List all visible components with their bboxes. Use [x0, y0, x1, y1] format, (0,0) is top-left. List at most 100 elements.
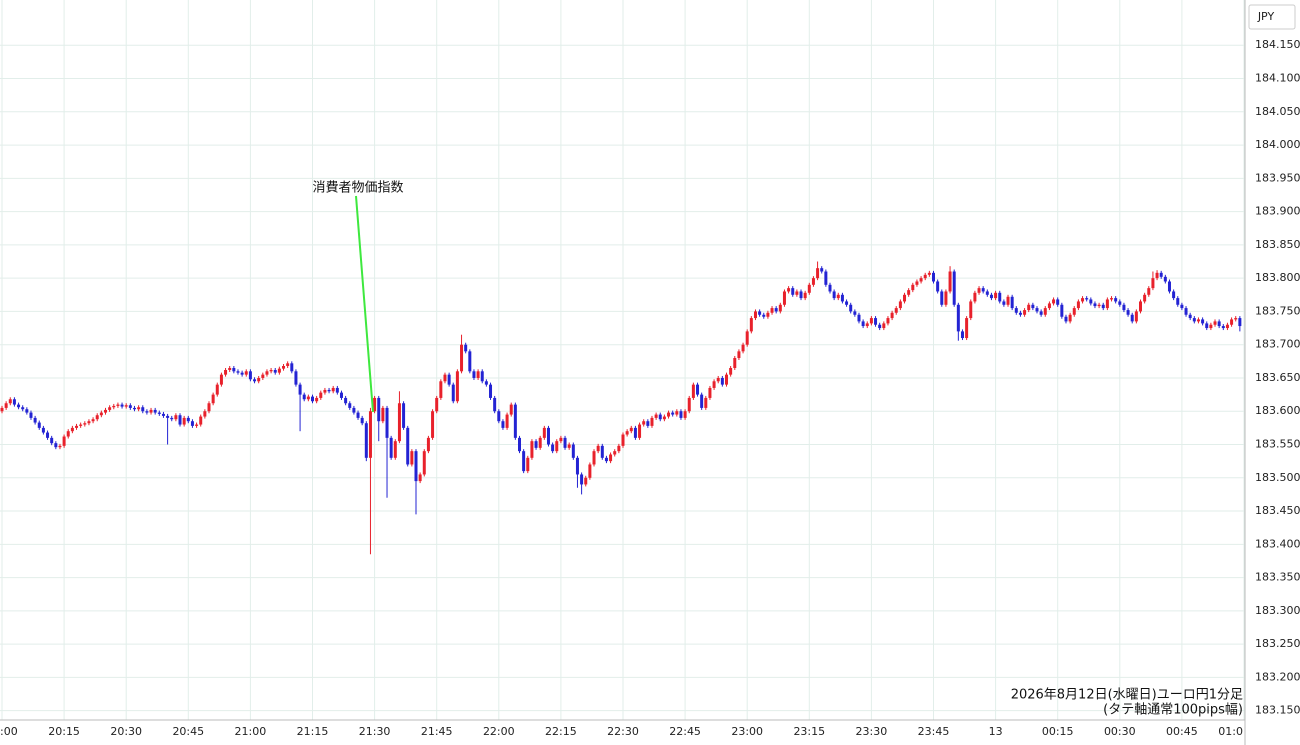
candle-body	[770, 308, 774, 313]
candle-body	[393, 441, 397, 458]
candle-body	[1105, 299, 1109, 309]
candle-body	[397, 403, 401, 442]
candle-body	[700, 394, 704, 408]
candle-body	[1060, 304, 1064, 317]
candle-body	[919, 278, 923, 282]
candle-body	[1134, 311, 1138, 322]
candle-body	[1192, 318, 1196, 322]
candle-body	[1097, 304, 1101, 307]
candle-body	[592, 451, 596, 465]
candle-body	[1143, 294, 1147, 302]
candle-body	[1018, 312, 1022, 315]
candle-body	[575, 457, 579, 475]
candle-body	[414, 451, 418, 482]
candle-body	[948, 271, 952, 292]
candle-body	[476, 371, 480, 378]
y-tick-label: 184.000	[1255, 138, 1300, 151]
candle-body	[998, 292, 1002, 302]
y-tick-label: 183.200	[1255, 670, 1300, 683]
y-tick-label: 183.400	[1255, 537, 1300, 550]
candle-body	[99, 412, 103, 416]
candle-body	[261, 374, 265, 378]
candle-body	[952, 271, 956, 305]
candle-body	[124, 405, 128, 407]
candle-body	[845, 301, 849, 305]
candle-body	[1209, 324, 1213, 329]
candle-body	[1172, 291, 1176, 299]
candle-body	[691, 384, 695, 398]
candle-body	[927, 272, 931, 275]
candle-body	[969, 301, 973, 319]
candle-body	[1110, 298, 1114, 300]
candle-body	[145, 411, 149, 413]
candle-body	[443, 374, 447, 382]
candle-body	[447, 374, 451, 385]
candle-body	[1139, 301, 1142, 312]
y-tick-label: 183.750	[1255, 304, 1300, 317]
candle-body	[17, 404, 21, 408]
candle-body	[762, 314, 766, 317]
y-tick-label: 183.800	[1255, 271, 1300, 284]
candle-body	[153, 409, 157, 413]
x-tick-label: 01:0	[1218, 725, 1243, 738]
candle-body	[989, 294, 993, 299]
candle-body	[985, 291, 989, 295]
candle-body	[559, 437, 563, 442]
candle-body	[157, 412, 161, 414]
candle-body	[1014, 308, 1018, 313]
candle-body	[1155, 272, 1159, 279]
candle-body	[195, 424, 199, 426]
candle-body	[795, 291, 799, 295]
candle-body	[161, 413, 165, 416]
candle-body	[675, 411, 679, 415]
candle-body	[1068, 314, 1072, 322]
axes: 183.150 183.200 183.250 183.300 183.350 183.4…	[0, 38, 1300, 738]
candle-body	[141, 407, 145, 412]
candle-body	[439, 381, 443, 398]
candle-body	[836, 294, 840, 299]
candle-body	[551, 444, 555, 452]
candle-body	[1010, 296, 1014, 309]
y-tick-label: 183.150	[1255, 704, 1300, 717]
candle-body	[377, 397, 381, 422]
candle-body	[1176, 298, 1180, 305]
x-tick-label: 21:15	[297, 725, 329, 738]
candle-body	[923, 274, 927, 279]
candle-body	[468, 351, 472, 372]
candle-body	[720, 377, 724, 385]
candle-body	[1039, 311, 1043, 315]
caption-line: (タテ軸通常100pips幅)	[1103, 703, 1243, 718]
candle-body	[733, 358, 737, 368]
candle-body	[418, 474, 422, 482]
candle-body	[87, 421, 91, 424]
y-tick-label: 183.850	[1255, 238, 1300, 251]
candle-body	[803, 292, 807, 299]
candle-body	[203, 411, 207, 417]
candle-body	[621, 434, 625, 446]
grid	[0, 0, 1245, 720]
candle-body	[518, 437, 521, 452]
candle-body	[199, 416, 203, 425]
candle-body	[782, 291, 786, 305]
candle-body	[302, 394, 306, 400]
y-tick-label: 183.300	[1255, 604, 1300, 617]
candle-body	[190, 421, 194, 426]
y-tick-label: 184.100	[1255, 72, 1300, 85]
candle-body	[232, 367, 236, 372]
candle-body	[104, 409, 107, 413]
candle-body	[50, 437, 54, 444]
candle-body	[1163, 276, 1167, 282]
candle-body	[75, 425, 79, 428]
candle-body	[406, 427, 410, 465]
candle-body	[907, 290, 911, 295]
candle-body	[480, 371, 484, 382]
x-tick-label: :00	[0, 725, 18, 738]
candle-body	[530, 441, 534, 458]
candle-body	[265, 371, 269, 375]
candle-body	[46, 432, 50, 438]
candle-body	[617, 445, 621, 452]
candle-body	[667, 412, 671, 417]
candle-body	[352, 407, 356, 413]
candle-body	[546, 427, 550, 445]
candle-body	[642, 421, 646, 425]
